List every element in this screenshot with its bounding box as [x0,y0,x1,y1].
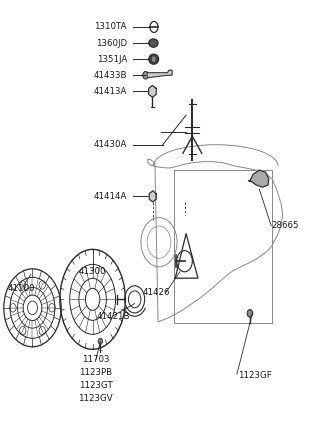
Polygon shape [149,191,156,202]
Circle shape [151,56,156,62]
Text: 11703: 11703 [82,355,110,364]
Text: 1123GV: 1123GV [79,394,113,402]
Text: 1351JA: 1351JA [97,55,127,64]
Text: 41426: 41426 [143,289,170,298]
Ellipse shape [149,39,158,47]
Text: 1360JD: 1360JD [96,39,127,48]
Text: 41430A: 41430A [94,140,127,149]
Text: 1123GT: 1123GT [79,381,113,390]
Circle shape [143,71,148,79]
Circle shape [98,338,103,344]
Text: 1310TA: 1310TA [95,23,127,31]
Circle shape [247,309,253,317]
Text: 1123PB: 1123PB [79,368,112,377]
Polygon shape [249,170,269,187]
Text: 28665: 28665 [272,221,299,230]
Text: 1123GF: 1123GF [238,371,271,380]
Text: 41413A: 41413A [94,87,127,96]
Ellipse shape [149,54,159,64]
Polygon shape [147,70,172,78]
Text: 41433B: 41433B [93,71,127,80]
Text: 41100: 41100 [7,284,35,293]
Text: 41421B: 41421B [96,312,130,321]
Polygon shape [149,85,156,97]
Text: 41300: 41300 [79,267,106,276]
Text: 41414A: 41414A [94,192,127,201]
